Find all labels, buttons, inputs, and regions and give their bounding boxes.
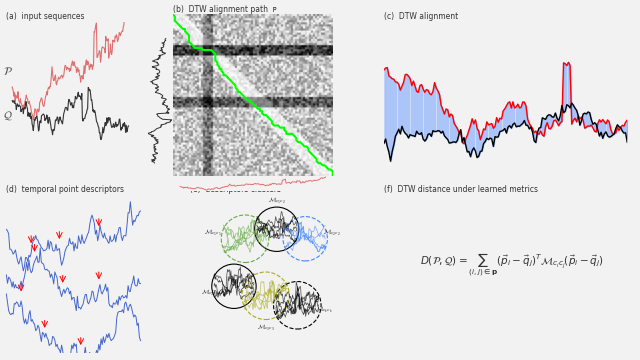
Text: (f)  DTW distance under learned metrics: (f) DTW distance under learned metrics (384, 185, 538, 194)
Text: $\mathcal{M}_{c_1c_2}$: $\mathcal{M}_{c_1c_2}$ (268, 195, 285, 206)
Text: $\mathcal{P}$: $\mathcal{P}$ (3, 66, 13, 77)
Text: $\mathcal{M}_{c_3c_3}$: $\mathcal{M}_{c_3c_3}$ (257, 322, 275, 333)
Text: $\mathcal{M}_{c_kc_k}$: $\mathcal{M}_{c_kc_k}$ (316, 305, 333, 315)
Text: (c)  DTW alignment: (c) DTW alignment (384, 12, 458, 21)
Text: (a)  input sequences: (a) input sequences (6, 12, 85, 21)
Text: $\mathcal{M}_{c_1c_1}$: $\mathcal{M}_{c_1c_1}$ (204, 227, 222, 238)
Text: (e)  descriptors clusters: (e) descriptors clusters (189, 185, 280, 194)
Text: $\mathcal{Q}$: $\mathcal{Q}$ (3, 109, 13, 122)
Text: $D(\mathcal{P}, \mathcal{Q}) = \sum_{(i,j)\in \mathbf{p}}(\vec{p}_i - \vec{q}_j): $D(\mathcal{P}, \mathcal{Q}) = \sum_{(i,… (420, 252, 604, 279)
Text: (b)  DTW alignment path  ᴘ: (b) DTW alignment path ᴘ (173, 5, 276, 14)
Text: (d)  temporal point descriptors: (d) temporal point descriptors (6, 185, 124, 194)
Text: $\mathcal{M}_{c_2c_2}$: $\mathcal{M}_{c_2c_2}$ (323, 227, 341, 238)
Text: $\mathcal{M}_{c_1c_3}$: $\mathcal{M}_{c_1c_3}$ (201, 287, 219, 298)
